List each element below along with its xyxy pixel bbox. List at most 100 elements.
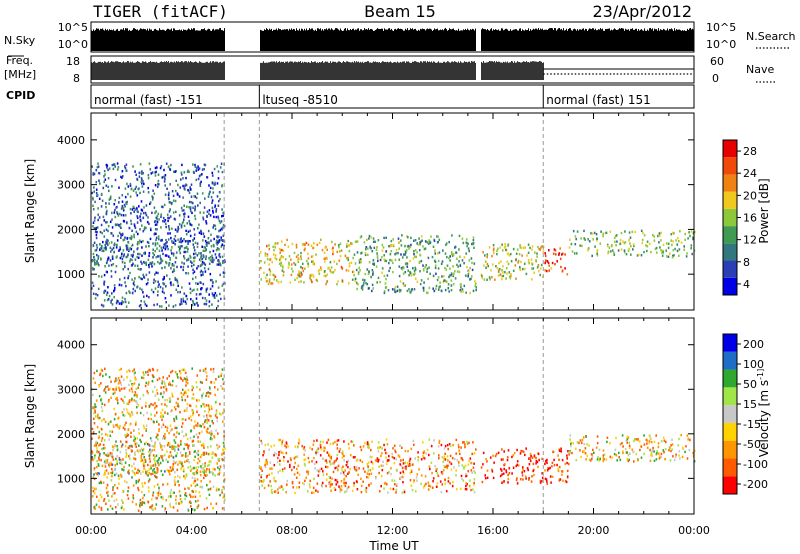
heatmap-cell (385, 236, 387, 239)
heatmap-cell (150, 418, 153, 421)
heatmap-cell (180, 224, 183, 227)
heatmap-cell (196, 410, 198, 413)
heatmap-cell (223, 434, 225, 438)
heatmap-cell (429, 467, 431, 471)
heatmap-cell (203, 469, 206, 472)
heatmap-cell (146, 240, 149, 244)
heatmap-cell (261, 442, 263, 445)
heatmap-cell (519, 268, 522, 272)
heatmap-cell (175, 502, 177, 505)
heatmap-cell (445, 280, 448, 283)
heatmap-cell (659, 234, 661, 237)
heatmap-cell (334, 488, 337, 491)
heatmap-cell (429, 485, 432, 488)
heatmap-cell (153, 485, 156, 488)
heatmap-cell (499, 246, 502, 249)
heatmap-cell (102, 215, 105, 219)
heatmap-cell (684, 232, 686, 236)
heatmap-cell (154, 223, 157, 226)
heatmap-cell (97, 463, 100, 466)
heatmap-cell (154, 171, 156, 174)
heatmap-cell (394, 258, 397, 262)
heatmap-cell (183, 391, 186, 394)
heatmap-cell (92, 292, 95, 295)
heatmap-cell (134, 264, 136, 267)
heatmap-cell (102, 447, 105, 450)
heatmap-cell (207, 395, 210, 398)
heatmap-cell (194, 420, 196, 423)
heatmap-cell (180, 171, 183, 174)
heatmap-cell (178, 432, 180, 435)
heatmap-cell (471, 268, 474, 272)
heatmap-cell (117, 402, 119, 405)
cpid-frame (90, 84, 695, 109)
heatmap-cell (359, 459, 362, 462)
heatmap-cell (459, 289, 462, 292)
heatmap-cell (353, 481, 355, 485)
heatmap-cell (109, 246, 112, 249)
heatmap-cell (444, 288, 447, 292)
heatmap-cell (101, 192, 103, 196)
heatmap-cell (151, 374, 154, 377)
heatmap-cell (161, 445, 163, 448)
heatmap-cell (159, 305, 161, 308)
sky-left-tick-top: 10^5 (58, 21, 88, 34)
heatmap-cell (408, 274, 410, 277)
heatmap-cell (294, 263, 297, 266)
heatmap-cell (281, 269, 284, 272)
heatmap-cell (150, 172, 153, 175)
heatmap-cell (444, 458, 447, 461)
heatmap-cell (355, 480, 358, 483)
heatmap-cell (318, 272, 321, 275)
heatmap-cell (180, 178, 182, 181)
heatmap-cell (215, 210, 217, 213)
heatmap-cell (171, 190, 174, 193)
heatmap-cell (148, 472, 151, 475)
heatmap-cell (414, 457, 416, 460)
heatmap-cell (434, 252, 436, 255)
heatmap-cell (450, 272, 453, 275)
heatmap-cell (428, 286, 431, 290)
heatmap-cell (383, 443, 385, 447)
heatmap-cell (347, 239, 350, 243)
heatmap-cell (470, 469, 473, 472)
heatmap-cell (613, 251, 615, 254)
heatmap-cell (92, 171, 95, 175)
heatmap-cell (282, 266, 284, 269)
heatmap-cell (92, 225, 94, 228)
heatmap-cell (444, 465, 447, 469)
heatmap-cell (214, 296, 216, 299)
heatmap-cell (92, 208, 95, 211)
heatmap-cell (158, 249, 161, 252)
heatmap-cell (127, 490, 129, 493)
heatmap-cell (163, 275, 165, 279)
heatmap-cell (114, 492, 116, 495)
heatmap-cell (381, 271, 383, 274)
heatmap-cell (193, 444, 196, 447)
heatmap-cell (422, 245, 424, 248)
heatmap-cell (279, 251, 281, 254)
heatmap-cell (207, 411, 210, 414)
heatmap-cell (218, 252, 221, 256)
heatmap-cell (172, 241, 174, 244)
heatmap-cell (118, 368, 121, 372)
heatmap-cell (395, 252, 397, 255)
heatmap-cell (222, 226, 224, 229)
heatmap-cell (141, 170, 143, 173)
heatmap-cell (112, 458, 115, 461)
heatmap-cell (164, 425, 167, 428)
cpid-segment-label: normal (fast) -151 (94, 93, 203, 107)
heatmap-cell (347, 258, 350, 262)
heatmap-cell (473, 490, 476, 494)
heatmap-cell (113, 288, 116, 292)
heatmap-cell (145, 469, 147, 472)
heatmap-cell (157, 483, 159, 486)
heatmap-cell (353, 466, 356, 469)
heatmap-cell (131, 278, 133, 281)
heatmap-cell (301, 267, 304, 270)
heatmap-cell (187, 258, 190, 261)
heatmap-cell (672, 249, 675, 252)
heatmap-cell (473, 462, 475, 465)
heatmap-cell (398, 288, 401, 292)
heatmap-cell (161, 266, 163, 270)
